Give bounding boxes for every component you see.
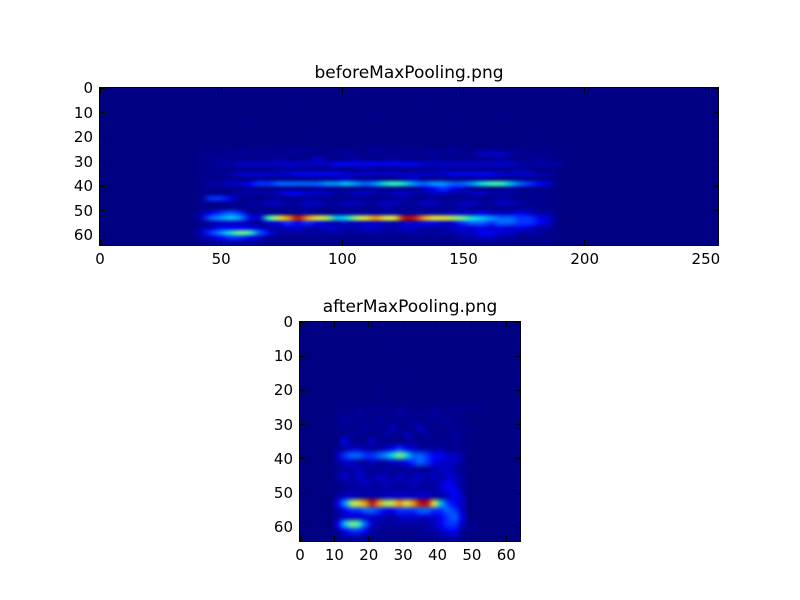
y-tick-mark-right	[713, 112, 718, 114]
y-tick-mark-right	[713, 210, 718, 212]
y-tick-mark-left	[300, 492, 305, 494]
y-tick-mark-left	[300, 389, 305, 391]
y-tick-label: 0	[283, 313, 293, 331]
x-tick-mark-top	[341, 88, 343, 93]
y-tick-mark-left	[100, 185, 105, 187]
x-tick-label: 0	[295, 546, 305, 564]
x-tick-mark-top	[437, 322, 438, 327]
x-tick-label: 10	[324, 546, 344, 564]
x-tick-mark-bottom	[333, 536, 335, 541]
y-tick-mark-right	[713, 161, 718, 163]
x-tick-label: 40	[427, 546, 448, 564]
x-tick-mark-top	[705, 88, 707, 93]
y-tick-mark-right	[515, 355, 520, 357]
x-tick-mark-top	[368, 322, 370, 327]
y-tick-mark-left	[300, 321, 305, 323]
y-tick-mark-right	[713, 136, 718, 138]
y-tick-mark-right	[515, 389, 520, 391]
x-tick-label: 0	[95, 250, 105, 268]
y-tick-mark-right	[515, 526, 520, 528]
y-tick-label: 50	[73, 201, 93, 220]
x-tick-mark-top	[220, 88, 222, 93]
y-tick-label: 60	[73, 226, 93, 245]
x-tick-label: 250	[691, 250, 721, 268]
y-tick-label: 30	[73, 152, 93, 171]
y-tick-mark-left	[300, 526, 305, 528]
x-tick-mark-bottom	[471, 536, 473, 541]
plot-title-before: beforeMaxPooling.png	[314, 63, 504, 83]
x-tick-mark-bottom	[220, 240, 222, 245]
plot-before-maxpooling: beforeMaxPooling.png 0 50 100 150 200 250 0 10 2…	[74, 63, 720, 268]
x-tick-label: 150	[449, 250, 478, 268]
x-tick-mark-top	[299, 322, 301, 327]
y-tick-mark-right	[515, 424, 520, 426]
y-tick-label: 50	[273, 484, 293, 503]
x-tick-mark-top	[402, 322, 404, 327]
x-tick-mark-bottom	[99, 240, 101, 245]
x-tick-mark-bottom	[437, 536, 438, 541]
y-tick-label: 20	[73, 128, 93, 147]
x-tick-mark-bottom	[368, 536, 370, 541]
y-tick-mark-left	[100, 112, 105, 114]
y-tick-mark-left	[100, 161, 105, 163]
x-tick-label: 50	[211, 250, 231, 268]
x-tick-label: 30	[393, 546, 413, 564]
y-tick-mark-left	[100, 234, 105, 236]
plot-title-after: afterMaxPooling.png	[322, 297, 498, 317]
y-tick-label: 40	[273, 449, 293, 468]
x-tick-label: 20	[359, 546, 379, 564]
x-tick-mark-top	[99, 88, 101, 93]
x-tick-mark-top	[471, 322, 473, 327]
y-tick-label: 40	[73, 177, 93, 196]
y-tick-mark-right	[515, 458, 520, 460]
y-tick-label: 60	[273, 518, 293, 537]
y-tick-label: 10	[73, 103, 93, 122]
x-tick-mark-top	[463, 88, 465, 93]
x-tick-label: 100	[328, 250, 357, 268]
plot-after-maxpooling: afterMaxPooling.png 0 10 20 30 40 50 60 0 10 20 30…	[274, 297, 521, 564]
y-tick-mark-left	[100, 210, 105, 212]
y-tick-mark-left	[300, 355, 305, 357]
x-tick-mark-top	[505, 322, 507, 327]
x-tick-mark-bottom	[463, 240, 465, 245]
y-tick-mark-right	[713, 234, 718, 236]
y-tick-mark-left	[100, 87, 105, 89]
x-tick-mark-top	[333, 322, 335, 327]
y-tick-mark-right	[713, 87, 718, 89]
y-tick-label: 20	[273, 381, 293, 400]
y-tick-mark-left	[300, 458, 305, 460]
y-tick-mark-left	[300, 424, 305, 426]
x-tick-label: 200	[570, 250, 600, 268]
x-tick-label: 60	[496, 546, 516, 564]
y-tick-label: 10	[273, 347, 293, 366]
x-tick-mark-bottom	[299, 536, 301, 541]
x-tick-mark-bottom	[402, 536, 404, 541]
heatmap-before	[100, 88, 718, 245]
y-tick-label: 0	[83, 79, 93, 97]
x-tick-mark-bottom	[584, 240, 586, 245]
y-tick-mark-right	[713, 185, 718, 187]
y-tick-mark-left	[100, 136, 105, 138]
x-tick-mark-bottom	[341, 240, 343, 245]
x-tick-mark-bottom	[505, 536, 507, 541]
y-tick-mark-right	[515, 321, 520, 323]
y-tick-label: 30	[273, 415, 293, 434]
heatmap-after	[300, 322, 520, 541]
x-tick-label: 50	[462, 546, 482, 564]
x-tick-mark-bottom	[705, 240, 707, 245]
y-tick-mark-right	[515, 492, 520, 494]
x-tick-mark-top	[584, 88, 586, 93]
